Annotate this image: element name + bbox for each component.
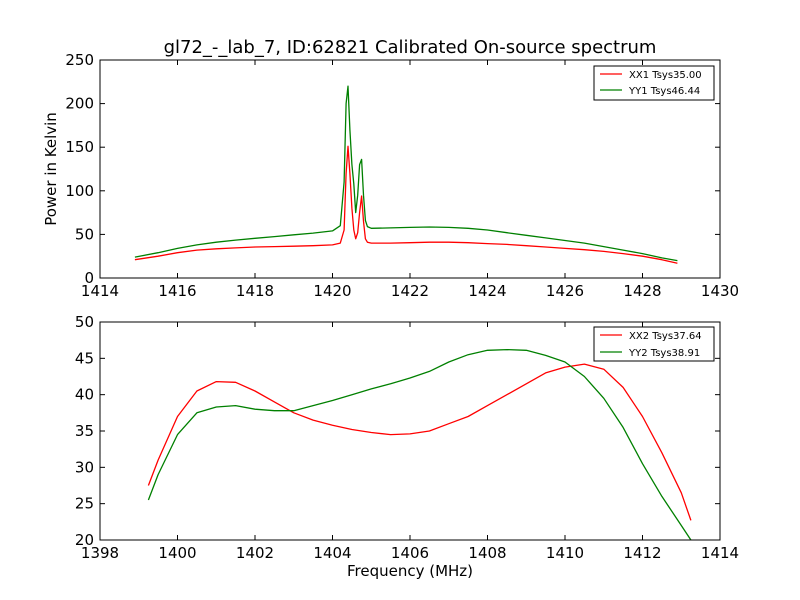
bottom-spectrum-panel: 1398 1400 1402 1404 1406 1408 1410 1412 1414 20 25… (75, 313, 739, 580)
figure-title: gl72_-_lab_7, ID:62821 Calibrated On-sou… (164, 37, 657, 58)
legend-label-yy1: YY1 Tsys46.44 (628, 86, 700, 97)
y-tick-label: 50 (75, 225, 94, 243)
y-tick-label: 35 (75, 422, 94, 440)
y-tick-label: 45 (75, 349, 94, 367)
y-tick-label: 40 (75, 386, 94, 404)
x-tick-label: 1416 (158, 282, 196, 300)
x-tick-label: 1414 (701, 544, 739, 562)
top-legend: XX1 Tsys35.00 YY1 Tsys46.44 (593, 65, 715, 101)
bottom-legend: XX2 Tsys37.64 YY2 Tsys38.91 (593, 326, 715, 362)
top-legend-box (593, 65, 715, 101)
legend-label-yy2: YY2 Tsys38.91 (628, 348, 700, 359)
top-spectrum-panel: 1414 1416 1418 1420 1422 1424 1426 1428 1430 0 50 1… (42, 51, 739, 300)
series-line-yy1 (134, 85, 678, 262)
y-tick-label: 150 (65, 138, 94, 156)
bottom-axis-ticks: 1398 1400 1402 1404 1406 1408 1410 1412 1414 20 25… (75, 313, 739, 562)
x-tick-label: 1418 (236, 282, 274, 300)
bottom-series-layer (147, 348, 692, 541)
x-tick-label: 1428 (623, 282, 661, 300)
x-tick-label: 1422 (391, 282, 429, 300)
x-tick-label: 1398 (81, 544, 119, 562)
y-tick-label: 30 (75, 458, 94, 476)
x-tick-label: 1430 (701, 282, 739, 300)
legend-label-xx2: XX2 Tsys37.64 (629, 331, 702, 342)
top-axis-ticks: 1414 1416 1418 1420 1422 1424 1426 1428 1430 0 50 1… (65, 51, 739, 300)
x-tick-label: 1420 (313, 282, 351, 300)
series-line-xx1 (134, 145, 678, 264)
x-tick-label: 1414 (81, 282, 119, 300)
top-y-axis-label: Power in Kelvin (42, 112, 60, 226)
legend-label-xx1: XX1 Tsys35.00 (629, 70, 702, 81)
series-line-xx2 (147, 363, 692, 521)
y-tick-label: 0 (84, 269, 94, 287)
series-line-yy2 (147, 348, 692, 541)
x-tick-label: 1410 (546, 544, 584, 562)
x-tick-label: 1424 (468, 282, 506, 300)
bottom-x-axis-label: Frequency (MHz) (347, 562, 473, 580)
top-series-layer (134, 85, 678, 264)
y-tick-label: 50 (75, 313, 94, 331)
x-tick-label: 1408 (468, 544, 506, 562)
x-tick-label: 1400 (158, 544, 196, 562)
y-tick-label: 25 (75, 495, 94, 513)
x-tick-label: 1426 (546, 282, 584, 300)
x-tick-label: 1402 (236, 544, 274, 562)
bottom-legend-box (593, 326, 715, 362)
x-tick-label: 1412 (623, 544, 661, 562)
x-tick-label: 1404 (313, 544, 351, 562)
y-tick-label: 20 (75, 531, 94, 549)
y-tick-label: 100 (65, 182, 94, 200)
y-tick-label: 200 (65, 95, 94, 113)
x-tick-label: 1406 (391, 544, 429, 562)
y-tick-label: 250 (65, 51, 94, 69)
